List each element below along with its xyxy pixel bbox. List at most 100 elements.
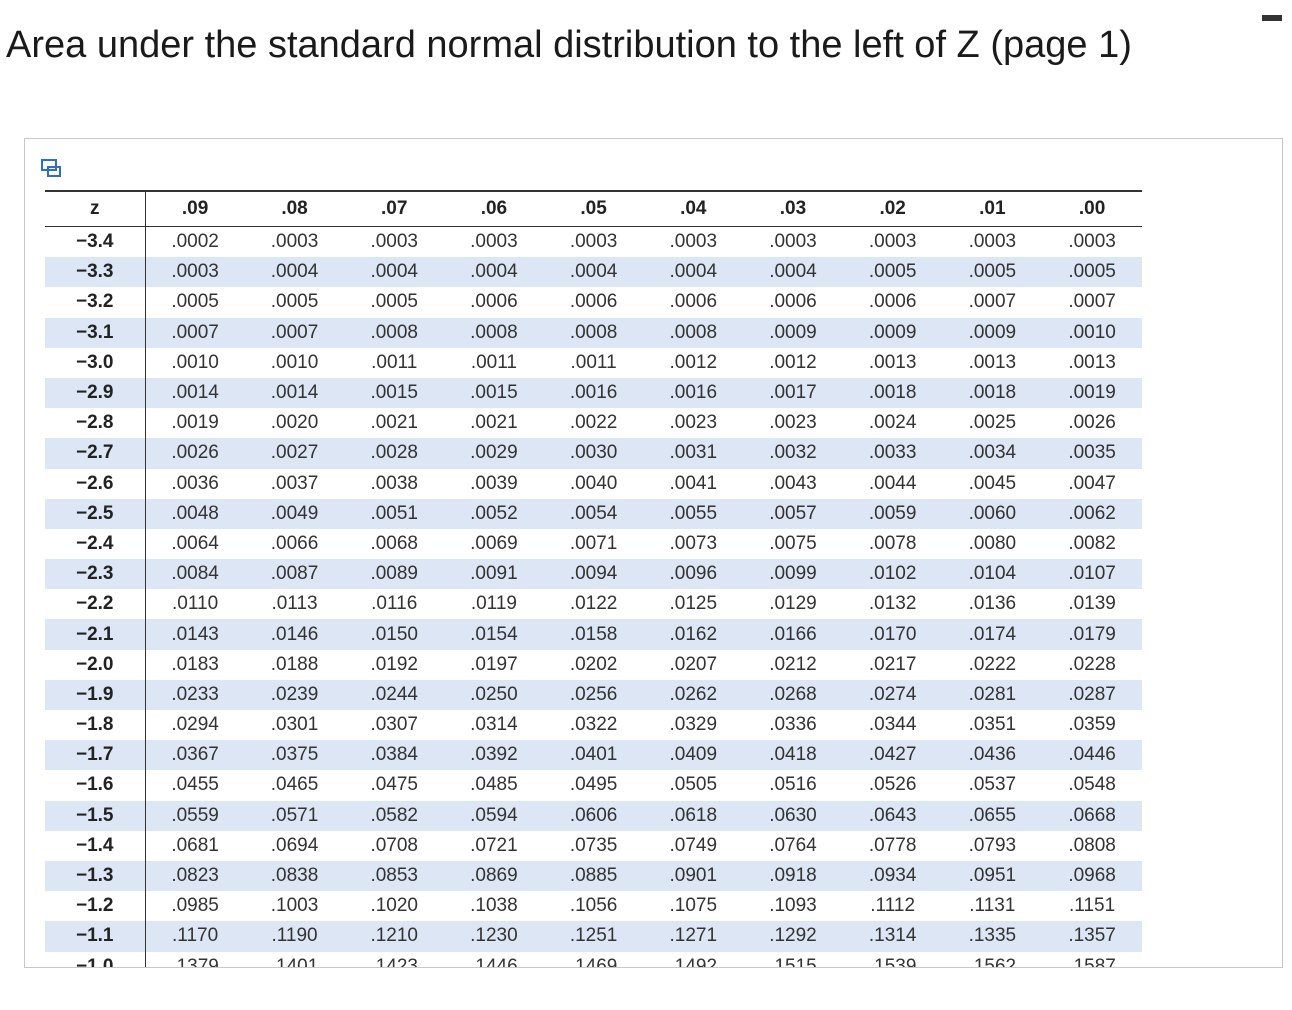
- probability-cell: .0043: [769, 472, 817, 494]
- probability-cell: .1151: [1069, 895, 1116, 917]
- probability-cell: .0222: [968, 653, 1017, 675]
- probability-cell: .0021: [470, 412, 518, 434]
- table-row: −2.3.0084.0087.0089.0091.0094.0096.0099.…: [45, 559, 1142, 590]
- z-value: −1.6: [45, 770, 146, 801]
- probability-cell: .0003: [270, 231, 319, 253]
- probability-cell: .0052: [444, 498, 544, 529]
- probability-cell: .0207: [669, 653, 718, 675]
- probability-cell: .0015: [444, 377, 544, 409]
- probability-cell: .0166: [743, 619, 843, 650]
- probability-cell: .0359: [1068, 714, 1116, 736]
- probability-cell: .0516: [769, 774, 817, 796]
- probability-cell: .0018: [942, 377, 1043, 409]
- probability-cell: .0968: [1042, 860, 1142, 892]
- z-value: −2.6: [45, 468, 146, 499]
- probability-cell: .0049: [244, 498, 345, 529]
- table-row: −1.6 .0455 .0465 .0475 .0485 .0495 .0505 .0516.…: [45, 770, 1142, 801]
- probability-cell: .0003: [569, 231, 618, 253]
- z-value: −1.0: [45, 951, 146, 967]
- probability-cell: .0322: [569, 714, 618, 736]
- probability-cell: .0057: [743, 498, 843, 529]
- probability-cell: .0192: [370, 653, 418, 675]
- probability-cell: .0075: [769, 532, 817, 554]
- probability-cell: .0793: [968, 834, 1017, 856]
- probability-cell: .0005: [942, 257, 1043, 288]
- probability-cell: .0007: [968, 291, 1017, 313]
- table-row: −1.9.0233.0239.0244.0250.0256.0262.0268.…: [45, 679, 1142, 710]
- probability-cell: .0188: [270, 653, 319, 675]
- table-row: −1.8 .0294 .0301 .0307 .0314 .0322 .0329 .0336.…: [45, 710, 1142, 741]
- probability-cell: .0013: [968, 351, 1017, 373]
- probability-cell: .0005: [171, 291, 219, 313]
- probability-cell: .0078: [868, 532, 917, 554]
- probability-cell: .0031: [643, 438, 744, 469]
- probability-cell: .1112: [870, 895, 916, 917]
- probability-cell: .0606: [543, 800, 644, 831]
- probability-cell: .0694: [270, 834, 319, 856]
- probability-cell: .0107: [1042, 559, 1142, 590]
- table-row: −2.2 .0110 .0113 .0116 .0119 .0122 .0125 .0129.…: [45, 589, 1142, 620]
- probability-cell: .0022: [569, 412, 618, 434]
- probability-cell: .0102: [842, 559, 943, 590]
- probability-cell: .0427: [842, 740, 943, 771]
- z-value: −1.3: [45, 860, 146, 892]
- z-value: −3.2: [45, 287, 146, 318]
- probability-cell: .0228: [1068, 653, 1116, 675]
- probability-cell: .0021: [370, 412, 418, 434]
- table-row: −3.0 .0010 .0010 .0011 .0011 .0011 .0012 .0012.…: [45, 347, 1142, 378]
- probability-cell: .0708: [370, 834, 418, 856]
- probability-cell: .0869: [444, 860, 544, 892]
- probability-cell: .0037: [270, 472, 319, 494]
- expand-icon[interactable]: [41, 159, 63, 179]
- probability-cell: .0059: [842, 498, 943, 529]
- probability-cell: .0019: [1042, 377, 1142, 409]
- window-control[interactable]: [1262, 15, 1282, 21]
- probability-cell: .0005: [270, 291, 319, 313]
- probability-cell: .0016: [643, 377, 744, 409]
- table-row: −3.2 .0005 .0005 .0005 .0006 .0006 .0006 .0006.…: [45, 287, 1142, 318]
- probability-cell: .0122: [569, 593, 618, 615]
- probability-cell: .0721: [470, 834, 518, 856]
- z-value: −2.1: [45, 619, 146, 650]
- probability-cell: .0009: [942, 317, 1043, 348]
- probability-cell: .0375: [244, 740, 345, 771]
- probability-cell: .1401: [270, 955, 319, 967]
- column-header: .06: [444, 190, 544, 227]
- probability-cell: .0055: [643, 498, 744, 529]
- probability-cell: .1075: [669, 895, 718, 917]
- probability-cell: .0294: [171, 714, 219, 736]
- z-value: −2.9: [45, 377, 146, 409]
- probability-cell: .0020: [270, 412, 319, 434]
- probability-cell: .0655: [942, 800, 1043, 831]
- probability-cell: .0668: [1042, 800, 1142, 831]
- z-value: −2.4: [45, 528, 146, 560]
- probability-cell: .1446: [470, 955, 518, 967]
- probability-cell: .0618: [643, 800, 744, 831]
- probability-cell: .0217: [868, 653, 917, 675]
- z-value: −2.0: [45, 649, 146, 680]
- probability-cell: .0006: [669, 291, 718, 313]
- z-value: −1.9: [45, 679, 146, 710]
- probability-cell: .0025: [968, 412, 1017, 434]
- z-value: −1.5: [45, 800, 146, 831]
- probability-cell: .0004: [444, 257, 544, 288]
- probability-cell: .0495: [569, 774, 618, 796]
- probability-cell: .0012: [669, 351, 718, 373]
- probability-cell: .0401: [543, 740, 644, 771]
- probability-cell: .0559: [145, 800, 245, 831]
- probability-cell: .0064: [171, 532, 219, 554]
- z-value: −2.5: [45, 498, 146, 529]
- probability-cell: .0287: [1042, 679, 1142, 710]
- column-header: .02: [842, 190, 943, 227]
- table-row: −2.9.0014.0014.0015.0015.0016.0016.0017.…: [45, 377, 1142, 409]
- probability-cell: .0004: [244, 257, 345, 288]
- probability-cell: .0014: [244, 377, 345, 409]
- table-row: −2.8 .0019 .0020 .0021 .0021 .0022 .0023 .0023.…: [45, 408, 1142, 439]
- probability-cell: .0054: [543, 498, 644, 529]
- probability-cell: .0039: [470, 472, 518, 494]
- probability-cell: .0582: [344, 800, 445, 831]
- probability-cell: .0418: [743, 740, 843, 771]
- z-value: −1.7: [45, 740, 146, 771]
- probability-cell: .0082: [1068, 532, 1116, 554]
- probability-cell: .0329: [669, 714, 718, 736]
